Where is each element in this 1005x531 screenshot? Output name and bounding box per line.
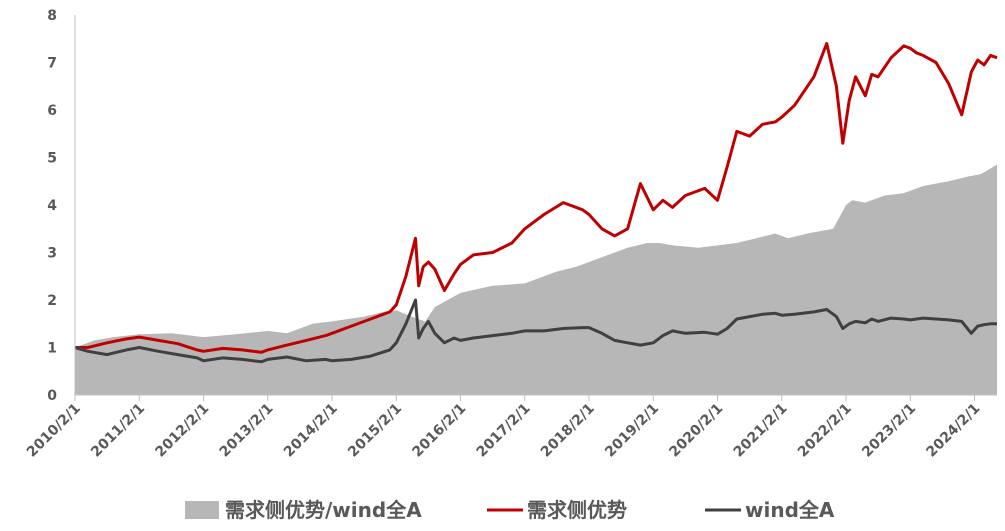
x-tick-label: 2023/2/1	[859, 401, 919, 461]
legend-label-1: 需求侧优势	[527, 498, 627, 522]
y-tick-label: 3	[47, 246, 57, 262]
legend-swatch-0	[185, 501, 219, 519]
x-tick-label: 2024/2/1	[923, 401, 983, 461]
series-line-2	[74, 298, 997, 364]
y-tick-label: 7	[47, 56, 57, 72]
y-tick-label: 1	[47, 341, 57, 357]
x-tick-label: 2012/2/1	[152, 401, 212, 461]
x-tick-label: 2022/2/1	[795, 401, 855, 461]
x-tick-label: 2018/2/1	[538, 401, 598, 461]
x-tick-label: 2016/2/1	[409, 401, 469, 461]
y-tick-label: 2	[47, 293, 57, 309]
y-tick-label: 4	[47, 198, 57, 214]
x-tick-label: 2020/2/1	[666, 401, 726, 461]
y-tick-label: 0	[47, 388, 57, 404]
x-tick-label: 2017/2/1	[474, 401, 534, 461]
x-tick-label: 2013/2/1	[217, 401, 277, 461]
line-layer	[74, 42, 998, 364]
x-tick-label: 2011/2/1	[88, 401, 148, 461]
y-tick-label: 8	[47, 8, 57, 24]
x-tick-label: 2014/2/1	[281, 401, 341, 461]
series-area-0	[75, 164, 997, 395]
x-tick-label: 2019/2/1	[602, 401, 662, 461]
legend-label-0: 需求侧优势/wind全A	[225, 498, 422, 522]
y-tick-label: 6	[47, 103, 57, 119]
legend-label-2: wind全A	[745, 498, 835, 522]
y-tick-label: 5	[47, 151, 57, 167]
x-tick-label: 2015/2/1	[345, 401, 405, 461]
x-tick-label: 2021/2/1	[731, 401, 791, 461]
area-layer	[75, 164, 997, 395]
x-tick-label: 2010/2/1	[24, 401, 84, 461]
series-line-1	[75, 42, 998, 354]
legend: 需求侧优势/wind全A 需求侧优势 wind全A	[185, 498, 835, 522]
